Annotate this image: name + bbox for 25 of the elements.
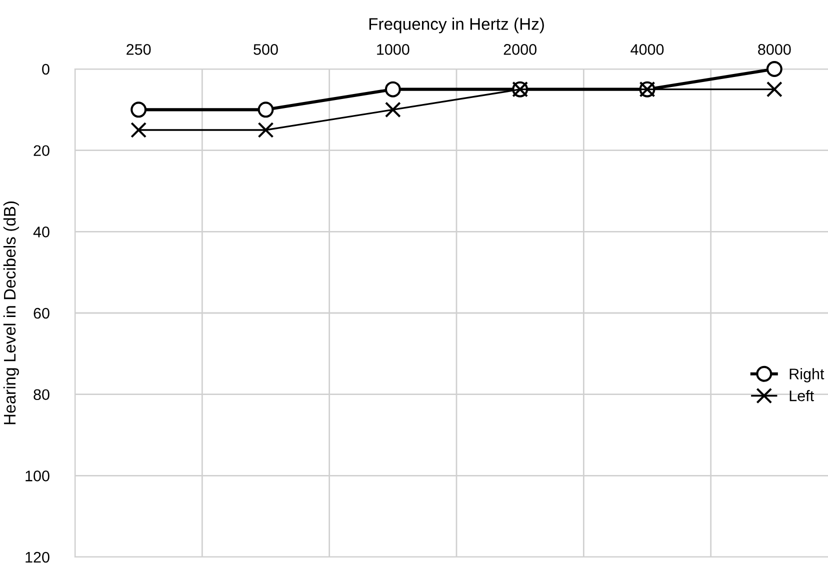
point <box>766 81 782 98</box>
point <box>766 61 782 77</box>
point <box>130 122 147 138</box>
y-tick-label: 40 <box>33 226 50 238</box>
y-tick-label: 0 <box>42 64 50 75</box>
y-tick-label: 80 <box>34 389 50 400</box>
point <box>130 102 147 118</box>
point <box>384 102 401 118</box>
x-tick-label: 8000 <box>758 44 791 55</box>
x-tick-label: 1000 <box>377 44 410 55</box>
legend-label: Left <box>790 390 814 402</box>
y-axis-title: Hearing Level in Decibels (dB) <box>3 201 19 424</box>
x-tick-label: 4000 <box>630 44 664 55</box>
x-axis-title: Frequency in Hertz (Hz) <box>369 18 544 34</box>
y-tick-label: 120 <box>26 552 50 563</box>
x-tick-label: 2000 <box>504 44 536 55</box>
y-tick-label: 100 <box>26 470 50 482</box>
legend-label: Right <box>790 368 824 382</box>
point <box>384 81 401 98</box>
y-tick-label: 20 <box>34 145 50 156</box>
point <box>258 102 274 118</box>
point <box>258 122 274 138</box>
x-tick-label: 500 <box>254 44 278 55</box>
y-tick-label: 60 <box>34 308 50 319</box>
x-tick-label: 250 <box>126 44 151 55</box>
